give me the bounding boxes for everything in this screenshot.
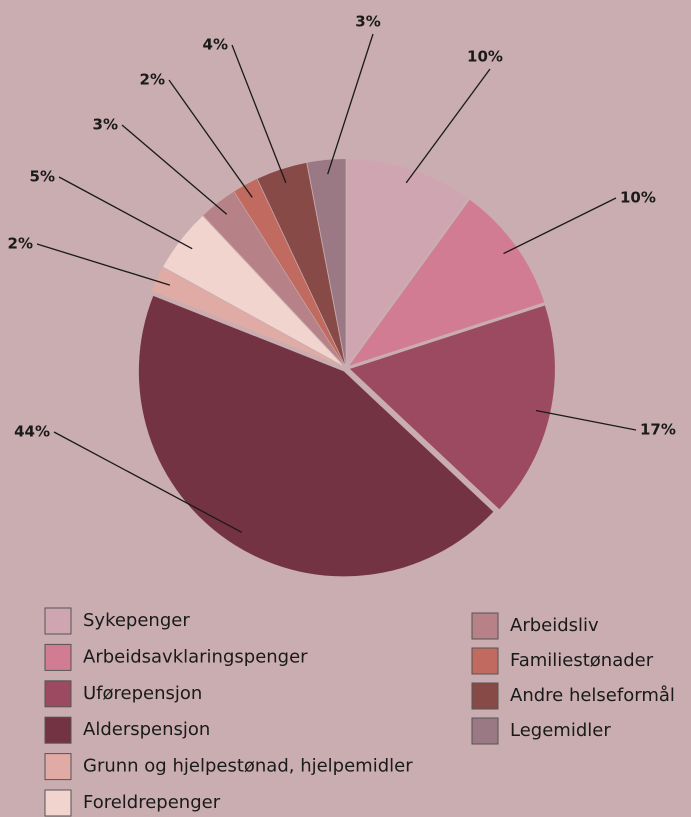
legend-label: Familiestønader (510, 650, 654, 671)
legend-swatch (44, 789, 72, 817)
pie-slice (163, 216, 343, 366)
leader-line (535, 409, 637, 431)
pie-slice (347, 159, 468, 365)
leader-line (231, 44, 287, 184)
leader-line (168, 79, 253, 198)
data-label: 3% (355, 13, 380, 31)
legend-swatch (44, 716, 72, 744)
legend-label: Foreldrepenger (83, 792, 221, 813)
data-label: 3% (93, 116, 118, 134)
leader-line (58, 176, 193, 250)
data-label: 44% (14, 423, 50, 441)
legend-swatch (44, 643, 72, 671)
legend-label: Alderspensjon (83, 719, 210, 740)
pie-slice (349, 199, 545, 366)
data-label: 10% (620, 189, 656, 207)
leader-line (327, 33, 374, 175)
pie-slice (307, 159, 346, 365)
leader-line (53, 431, 243, 533)
legend-label: Arbeidsliv (510, 615, 599, 636)
legend-swatch (471, 647, 499, 675)
legend-label: Grunn og hjelpestønad, hjelpemidler (83, 756, 413, 777)
legend-swatch (471, 612, 499, 640)
pie-slice (234, 179, 345, 365)
data-label: 2% (8, 235, 33, 253)
leader-line (121, 124, 228, 215)
pie-slice (257, 162, 345, 365)
data-label: 5% (30, 168, 55, 186)
pie-slice (138, 295, 494, 577)
data-label: 10% (467, 48, 503, 66)
legend-swatch (471, 682, 499, 710)
leader-line (36, 243, 171, 286)
legend-swatch (44, 680, 72, 708)
legend-label: Uførepensjon (83, 683, 202, 704)
data-label: 2% (140, 71, 165, 89)
pie-slice (349, 305, 555, 510)
pie-slice (203, 191, 344, 365)
pie-slice (151, 267, 343, 367)
legend-label: Sykepenger (83, 610, 190, 631)
data-label: 17% (640, 421, 676, 439)
legend-swatch (44, 607, 72, 635)
data-label: 4% (203, 36, 228, 54)
legend-swatch (471, 717, 499, 745)
legend-swatch (44, 753, 72, 781)
leader-line (405, 68, 491, 184)
legend-label: Andre helseformål (510, 685, 675, 706)
leader-line (503, 197, 617, 255)
legend-label: Legemidler (510, 720, 611, 741)
legend-label: Arbeidsavklaringspenger (83, 646, 308, 667)
